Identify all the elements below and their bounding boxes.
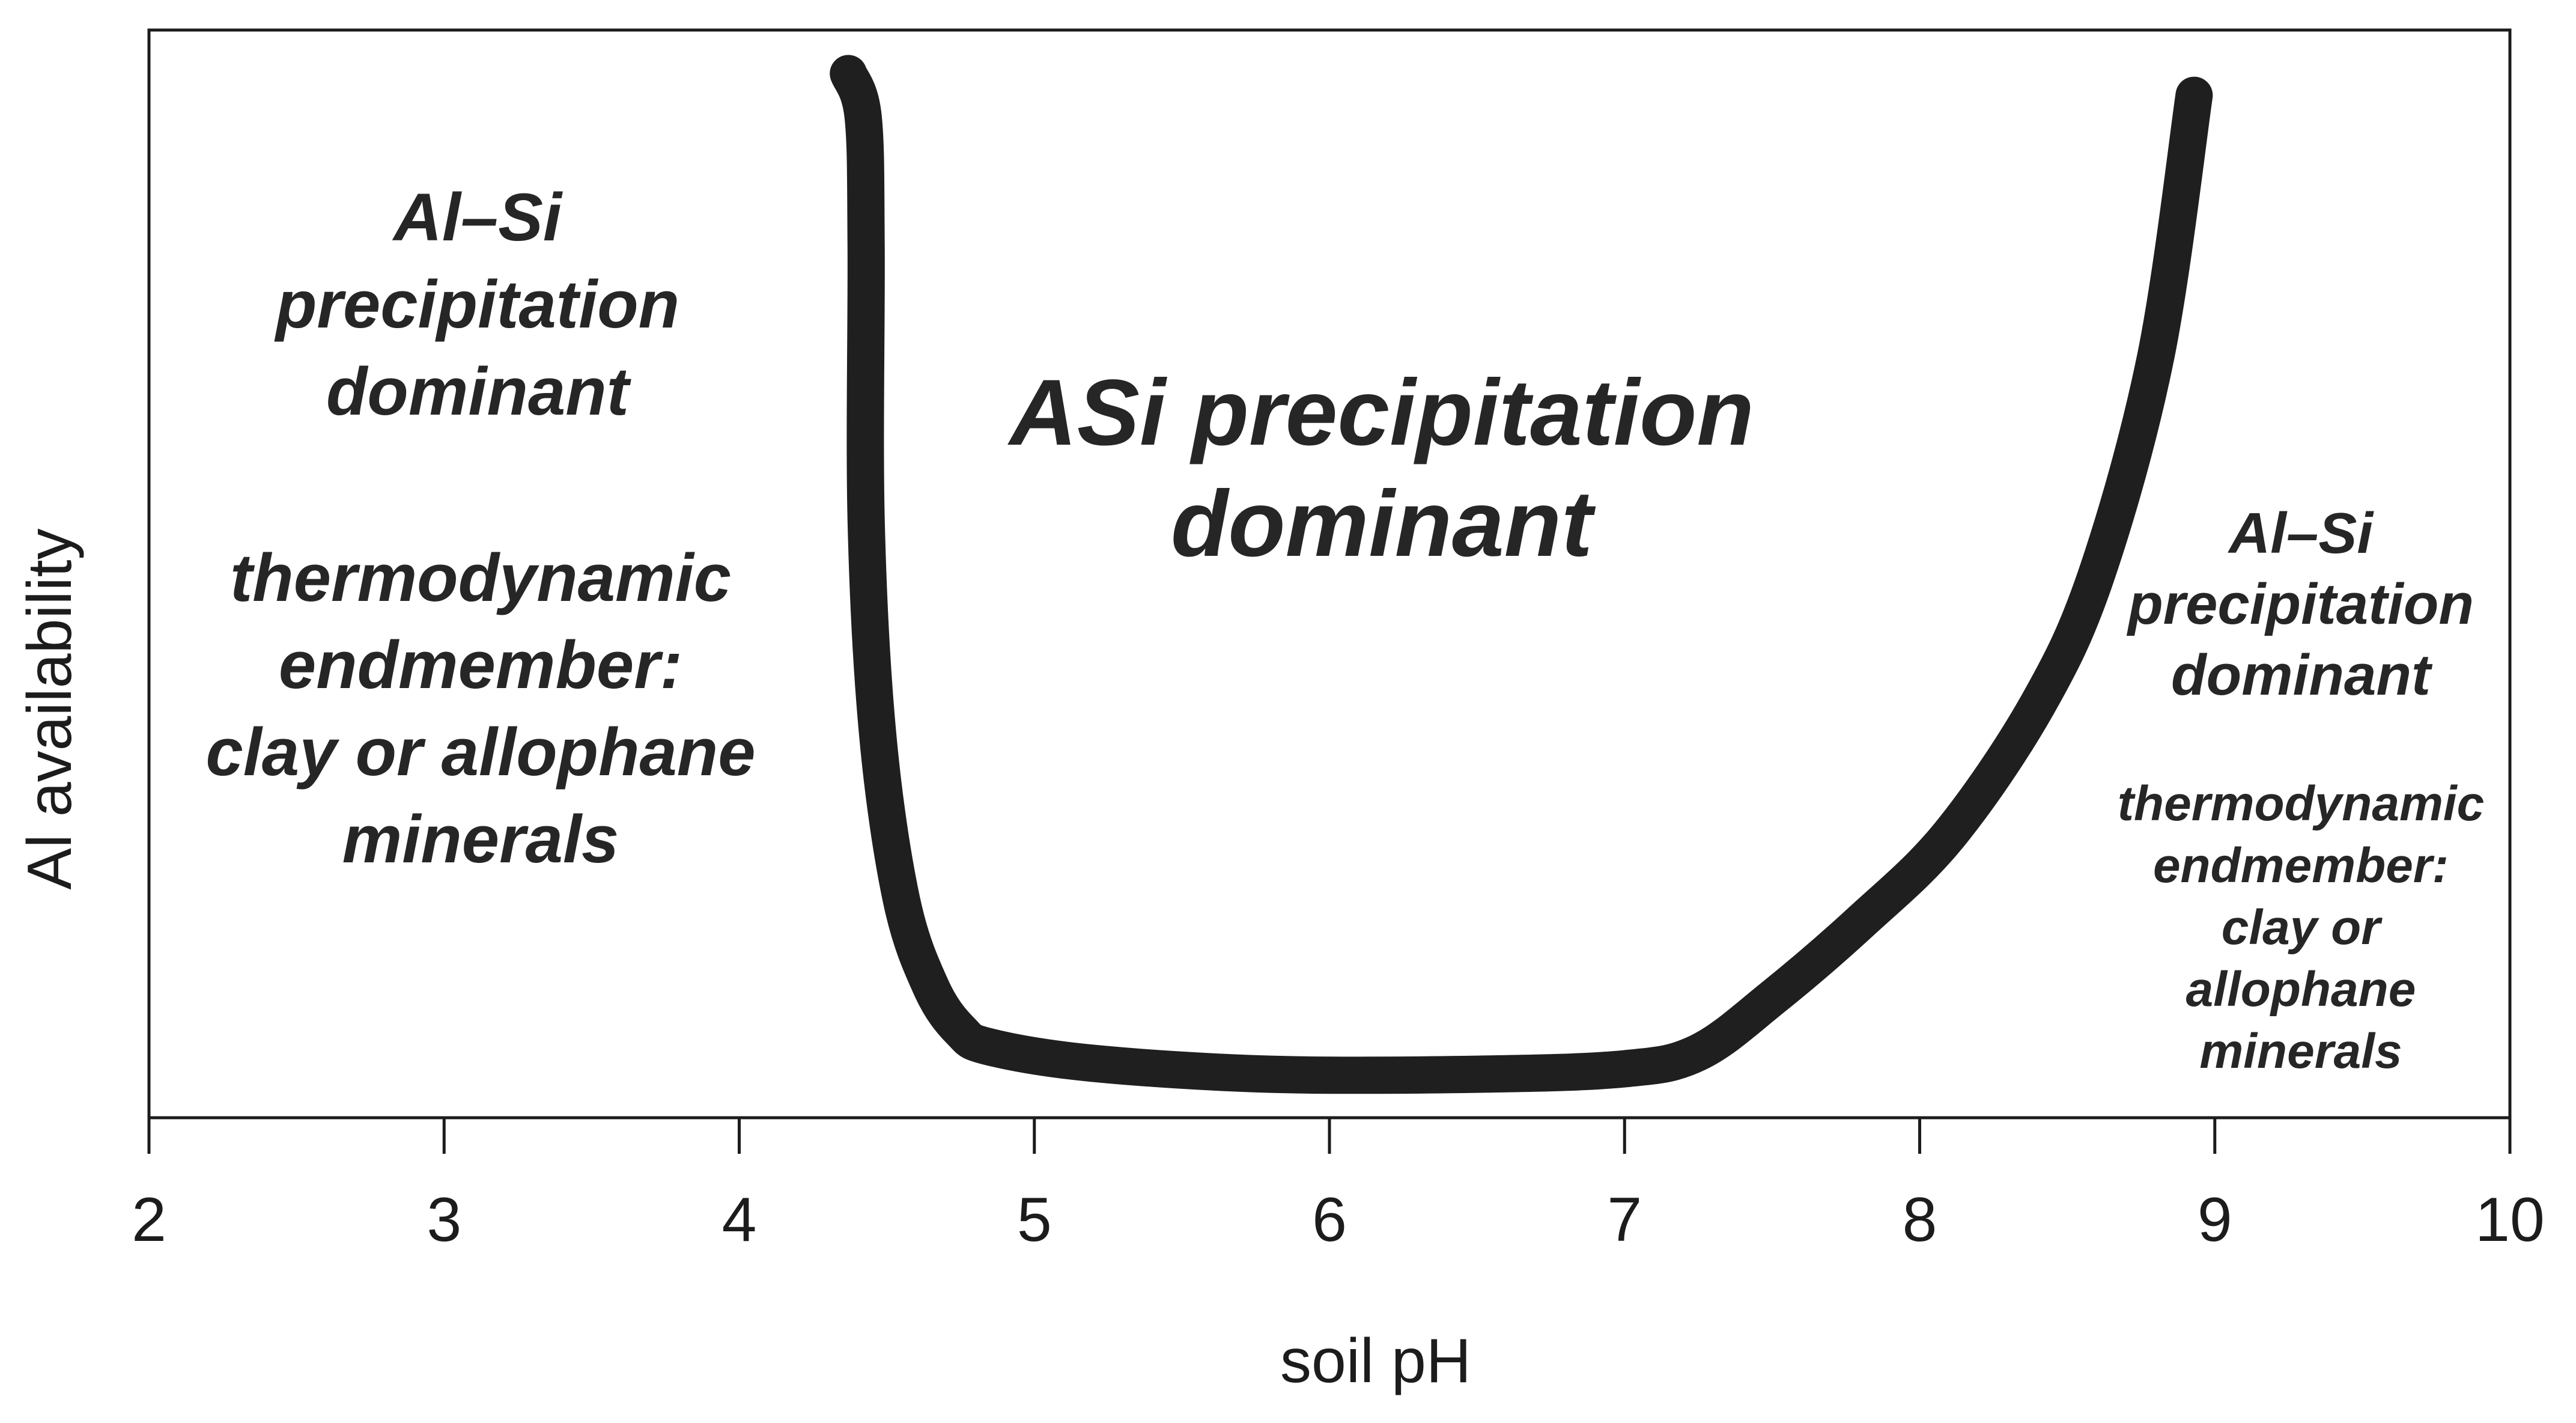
annotation-line: dominant <box>1171 472 1596 576</box>
annotation-line: dominant <box>326 354 632 429</box>
x-tick-label: 4 <box>722 1185 757 1255</box>
annotation-line: precipitation <box>274 267 679 342</box>
annotation-line: thermodynamic <box>2118 776 2485 831</box>
annotation-0: Al–Si precipitation dominant <box>274 180 679 429</box>
annotation-line: clay or <box>2222 900 2383 955</box>
x-tick-label: 2 <box>132 1185 166 1255</box>
x-axis: 2 3 4 5 6 7 8 9 10 <box>132 1118 2545 1255</box>
series-line-0 <box>830 55 2213 1094</box>
y-axis-label: Al availability <box>15 528 85 889</box>
series-layer <box>830 55 2213 1094</box>
x-tick-label: 5 <box>1017 1185 1052 1255</box>
x-tick-label: 8 <box>1903 1185 1937 1255</box>
annotation-line: dominant <box>2171 643 2433 707</box>
annotation-line: minerals <box>342 802 619 877</box>
annotation-1: thermodynamic endmember: clay or allophane… <box>206 540 756 877</box>
annotation-line: endmember: <box>279 627 682 702</box>
annotation-4: thermodynamic endmember: clay or allophane m… <box>2118 776 2485 1079</box>
annotation-line: endmember: <box>2153 838 2449 893</box>
x-tick-label: 10 <box>2475 1185 2545 1255</box>
x-tick-label: 9 <box>2198 1185 2232 1255</box>
annotation-line: allophane <box>2186 962 2416 1017</box>
annotation-line: Al–Si <box>392 180 564 255</box>
x-tick-label: 6 <box>1312 1185 1347 1255</box>
annotation-3: Al–Si precipitation dominant <box>2126 501 2474 707</box>
annotation-line: precipitation <box>2126 572 2474 636</box>
annotation-line: minerals <box>2199 1024 2402 1079</box>
annotation-line: clay or allophane <box>206 715 756 790</box>
x-tick-label: 7 <box>1607 1185 1642 1255</box>
x-axis-label: soil pH <box>1280 1326 1471 1396</box>
annotation-line: ASi precipitation <box>1007 361 1754 465</box>
x-tick-label: 3 <box>427 1185 461 1255</box>
annotation-line: thermodynamic <box>230 540 731 615</box>
annotation-line: Al–Si <box>2228 501 2374 565</box>
annotation-layer: Al–Si precipitation dominant thermodynamic e… <box>206 180 2485 1079</box>
